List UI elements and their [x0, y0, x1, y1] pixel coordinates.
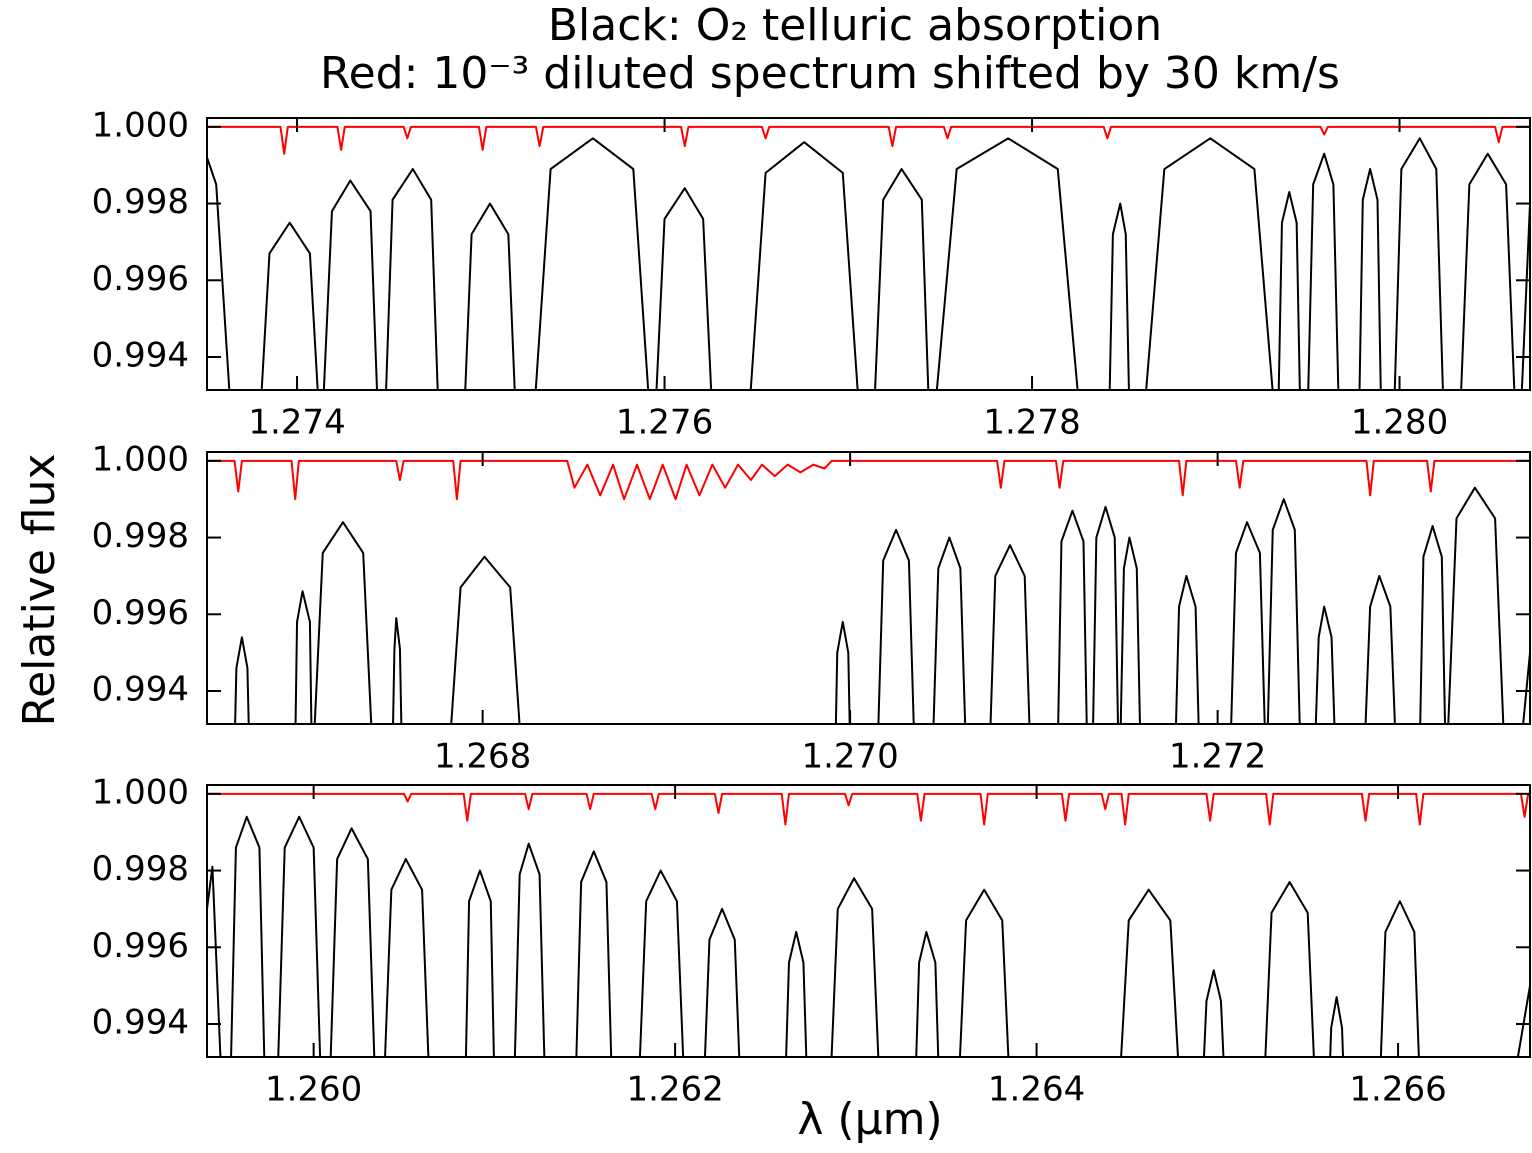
plot-frame: [206, 784, 1531, 1058]
y-tick-label: 0.996: [92, 593, 189, 633]
spectrum-line: [207, 792, 1530, 826]
x-tick-label: 1.268: [434, 737, 531, 777]
plot-area: [207, 459, 1530, 724]
spectrum-line: [207, 459, 1530, 501]
y-tick-label: 1.000: [92, 105, 189, 145]
x-tick-label: 1.274: [248, 403, 345, 443]
spectrum-line: [234, 486, 1530, 724]
y-tick-label: 0.996: [92, 926, 189, 966]
x-tick-label: 1.260: [265, 1070, 362, 1110]
chart-subtitle: Red: 10⁻³ diluted spectrum shifted by 30…: [320, 48, 1340, 99]
x-axis-label: λ (μm): [797, 1094, 942, 1145]
y-tick-label: 0.994: [92, 670, 189, 710]
x-tick-label: 1.264: [988, 1070, 1085, 1110]
x-tick-label: 1.276: [616, 403, 713, 443]
plot-area: [207, 792, 1530, 1057]
y-tick-label: 0.994: [92, 336, 189, 376]
spectrum-line: [207, 137, 1530, 390]
y-axis-label: Relative flux: [14, 453, 65, 726]
y-tick-label: 0.996: [92, 259, 189, 299]
x-tick-label: 1.262: [626, 1070, 723, 1110]
x-tick-label: 1.266: [1349, 1070, 1446, 1110]
plot-frame: [206, 451, 1531, 725]
y-tick-label: 1.000: [92, 439, 189, 479]
y-tick-label: 0.998: [92, 516, 189, 556]
x-tick-label: 1.270: [801, 737, 898, 777]
plot-area: [207, 125, 1530, 390]
x-tick-label: 1.278: [983, 403, 1080, 443]
y-tick-label: 0.998: [92, 182, 189, 222]
spectrum-line: [207, 815, 1530, 1057]
plot-frame: [206, 117, 1531, 391]
chart-title: Black: O₂ telluric absorption: [548, 0, 1162, 51]
y-tick-label: 0.994: [92, 1003, 189, 1043]
y-tick-label: 1.000: [92, 772, 189, 812]
spectrum-line: [207, 125, 1530, 155]
x-tick-label: 1.280: [1351, 403, 1448, 443]
x-tick-label: 1.272: [1169, 737, 1266, 777]
y-tick-label: 0.998: [92, 849, 189, 889]
